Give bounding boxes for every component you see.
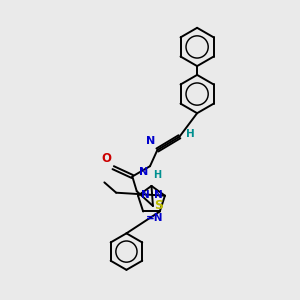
Text: N: N [141,190,150,200]
Text: =N: =N [146,213,163,223]
Text: N: N [154,190,163,200]
Text: S: S [154,199,164,212]
Text: N: N [139,167,148,177]
Text: N: N [146,136,155,146]
Text: H: H [154,170,162,180]
Text: H: H [186,129,195,140]
Text: O: O [102,152,112,165]
